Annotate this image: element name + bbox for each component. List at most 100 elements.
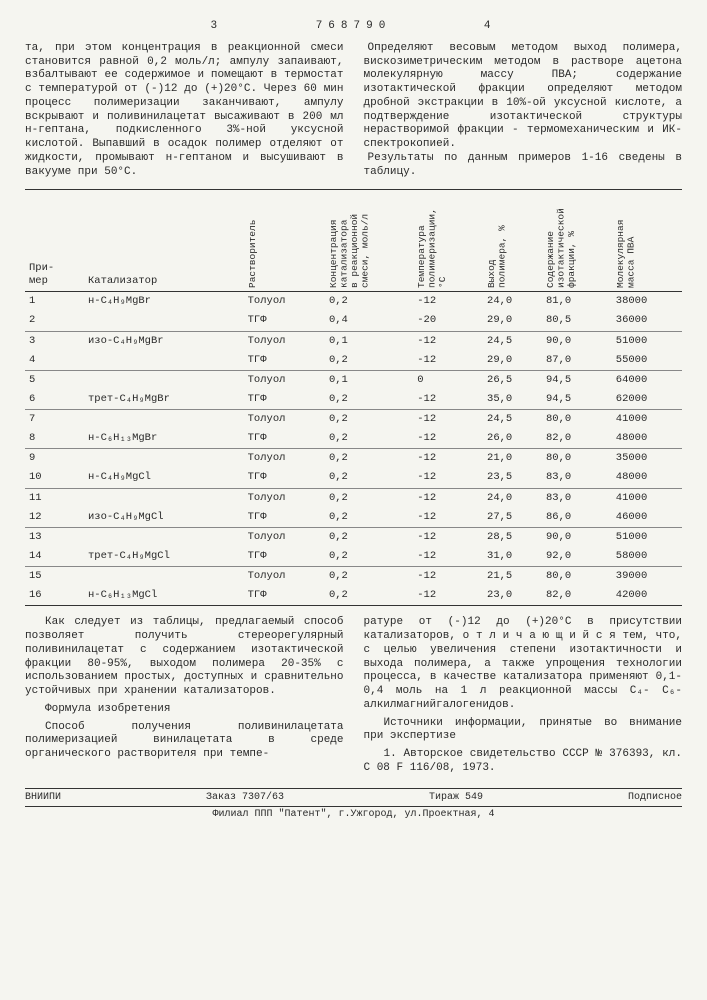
cell-conc: 0,2 <box>325 410 413 430</box>
cell-mw: 42000 <box>612 586 682 606</box>
cell-iso: 94,5 <box>542 370 612 390</box>
sources-title: Источники информации, принятые во вниман… <box>364 717 683 745</box>
cell-conc: 0,2 <box>325 351 413 371</box>
page-header: 3 768790 4 <box>25 20 682 34</box>
cell-mw: 41000 <box>612 410 682 430</box>
cell-mw: 51000 <box>612 331 682 351</box>
footer-addr: Филиал ППП "Патент", г.Ужгород, ул.Проек… <box>25 807 682 822</box>
cell-temp: -12 <box>413 468 483 488</box>
cell-solv: ТГФ <box>244 547 325 567</box>
footer: ВНИИПИ Заказ 7307/63 Тираж 549 Подписное… <box>25 788 682 822</box>
cell-yield: 24,5 <box>483 331 542 351</box>
cell-yield: 35,0 <box>483 390 542 410</box>
cell-iso: 82,0 <box>542 429 612 449</box>
cell-yield: 21,5 <box>483 567 542 587</box>
cell-mw: 55000 <box>612 351 682 371</box>
cell-conc: 0,2 <box>325 508 413 528</box>
cell-temp: -12 <box>413 390 483 410</box>
table-row: 9Толуол0,2-1221,080,035000 <box>25 449 682 469</box>
th-temp: Температура полимеризации, °С <box>413 190 483 292</box>
cell-yield: 21,0 <box>483 449 542 469</box>
cell-n: 1 <box>25 292 84 312</box>
cell-solv: ТГФ <box>244 311 325 331</box>
cell-cat <box>84 449 244 469</box>
th-mw: Молекулярная масса ПВА <box>612 190 682 292</box>
cell-yield: 23,0 <box>483 586 542 606</box>
cell-cat <box>84 567 244 587</box>
cell-cat <box>84 311 244 331</box>
cell-solv: Толуол <box>244 567 325 587</box>
footer-line-1: ВНИИПИ Заказ 7307/63 Тираж 549 Подписное <box>25 792 682 808</box>
page-num-left: 3 <box>210 20 223 32</box>
cell-n: 2 <box>25 311 84 331</box>
cell-yield: 26,0 <box>483 429 542 449</box>
cell-yield: 23,5 <box>483 468 542 488</box>
cell-n: 13 <box>25 527 84 547</box>
cell-mw: 64000 <box>612 370 682 390</box>
cell-temp: -12 <box>413 351 483 371</box>
cell-mw: 58000 <box>612 547 682 567</box>
th-example: При- мер <box>25 190 84 292</box>
table-row: 16н-C₆H₁₃MgClТГФ0,2-1223,082,042000 <box>25 586 682 606</box>
cell-cat: трет-C₄H₉MgCl <box>84 547 244 567</box>
table-row: 6трет-C₄H₉MgBrТГФ0,2-1235,094,562000 <box>25 390 682 410</box>
cell-conc: 0,1 <box>325 370 413 390</box>
cell-n: 5 <box>25 370 84 390</box>
table-row: 2ТГФ0,4-2029,080,536000 <box>25 311 682 331</box>
cell-n: 8 <box>25 429 84 449</box>
cell-temp: -12 <box>413 292 483 312</box>
data-table: При- мер Катализатор Растворитель Концен… <box>25 189 682 606</box>
cell-solv: ТГФ <box>244 586 325 606</box>
cell-mw: 46000 <box>612 508 682 528</box>
footer-tirazh: Тираж 549 <box>429 792 483 805</box>
footer-sign: Подписное <box>628 792 682 805</box>
bottom-columns: Как следует из таблицы, предлагаемый спо… <box>25 616 682 779</box>
doc-number: 768790 <box>316 20 392 32</box>
cell-temp: -12 <box>413 527 483 547</box>
cell-yield: 31,0 <box>483 547 542 567</box>
cell-solv: ТГФ <box>244 351 325 371</box>
cell-conc: 0,2 <box>325 527 413 547</box>
bottom-right: ратуре от (-)12 до (+)20°С в присутствии… <box>364 616 683 779</box>
table-row: 7Толуол0,2-1224,580,041000 <box>25 410 682 430</box>
cell-conc: 0,1 <box>325 331 413 351</box>
cell-cat <box>84 488 244 508</box>
cell-cat <box>84 410 244 430</box>
cell-iso: 90,0 <box>542 331 612 351</box>
cell-temp: -12 <box>413 449 483 469</box>
cell-cat: н-C₄H₉MgBr <box>84 292 244 312</box>
cell-mw: 36000 <box>612 311 682 331</box>
cell-conc: 0,2 <box>325 468 413 488</box>
page-num-right: 4 <box>484 20 497 32</box>
cell-mw: 38000 <box>612 292 682 312</box>
table-row: 4ТГФ0,2-1229,087,055000 <box>25 351 682 371</box>
cell-iso: 92,0 <box>542 547 612 567</box>
right-text-2: Результаты по данным примеров 1-16 сведе… <box>364 152 683 178</box>
cell-yield: 24,0 <box>483 292 542 312</box>
cell-solv: Толуол <box>244 488 325 508</box>
cell-temp: -12 <box>413 488 483 508</box>
right-text-1: Определяют весовым методом выход полимер… <box>364 42 683 150</box>
cell-yield: 27,5 <box>483 508 542 528</box>
right-column: Определяют весовым методом выход полимер… <box>364 42 683 180</box>
table-row: 15Толуол0,2-1221,580,039000 <box>25 567 682 587</box>
cell-iso: 83,0 <box>542 488 612 508</box>
table-header-row: При- мер Катализатор Растворитель Концен… <box>25 190 682 292</box>
table-row: 5Толуол0,1026,594,564000 <box>25 370 682 390</box>
cell-n: 9 <box>25 449 84 469</box>
cell-temp: -12 <box>413 429 483 449</box>
cell-conc: 0,2 <box>325 547 413 567</box>
cell-mw: 39000 <box>612 567 682 587</box>
cell-n: 10 <box>25 468 84 488</box>
cell-cat: н-C₆H₁₃MgCl <box>84 586 244 606</box>
th-iso: Содержание изотактической фракции, % <box>542 190 612 292</box>
cell-yield: 24,5 <box>483 410 542 430</box>
cell-yield: 24,0 <box>483 488 542 508</box>
cell-temp: -12 <box>413 567 483 587</box>
left-column: та, при этом концентрация в реакционной … <box>25 42 344 180</box>
cell-temp: 0 <box>413 370 483 390</box>
cell-cat <box>84 527 244 547</box>
cell-n: 11 <box>25 488 84 508</box>
cell-solv: Толуол <box>244 527 325 547</box>
table-row: 11Толуол0,2-1224,083,041000 <box>25 488 682 508</box>
